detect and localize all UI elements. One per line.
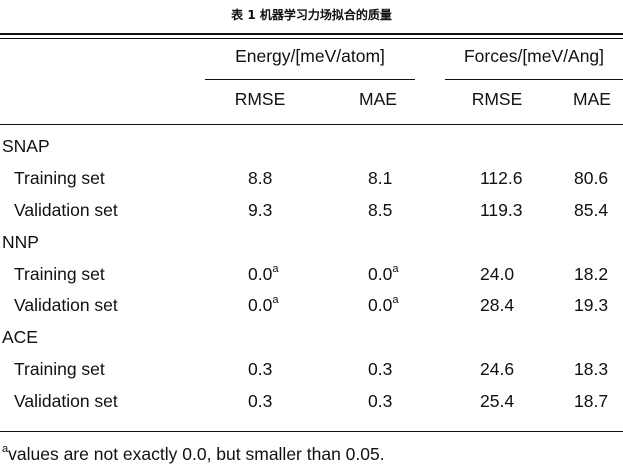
cell-forces-rmse: 24.0 — [480, 264, 515, 284]
row-label: Training set — [14, 168, 105, 188]
cell-forces-rmse: 24.6 — [480, 359, 515, 379]
cell-forces-rmse: 112.6 — [480, 168, 523, 188]
footnote-mark: a — [2, 443, 9, 456]
cell-energy-mae: 0.0a — [368, 263, 399, 284]
cell-forces-mae: 18.7 — [574, 391, 609, 411]
cell-energy-rmse: 0.3 — [248, 391, 273, 411]
cell-forces-mae: 85.4 — [574, 200, 609, 220]
row-label: Training set — [14, 264, 105, 284]
cell-energy-mae: 0.0a — [368, 294, 399, 315]
table-caption: 表 1 机器学习力场拟合的质量 — [231, 8, 392, 22]
top-rule-thick — [0, 33, 623, 35]
row-label: Validation set — [14, 200, 118, 220]
group-label-ace: ACE — [2, 327, 38, 347]
footnote-text: values are not exactly 0.0, but smaller … — [8, 444, 385, 464]
cell-energy-rmse: 8.8 — [248, 168, 273, 188]
cell-forces-rmse: 25.4 — [480, 391, 515, 411]
forces-group-header: Forces/[meV/Ang] — [463, 46, 605, 66]
cell-forces-rmse: 28.4 — [480, 295, 515, 315]
cell-energy-mae: 8.1 — [368, 168, 393, 188]
cell-forces-mae: 18.3 — [574, 359, 609, 379]
cell-forces-mae: 18.2 — [574, 264, 609, 284]
table-footnote: avalues are not exactly 0.0, but smaller… — [2, 443, 385, 465]
forces-group-underline — [445, 79, 623, 80]
row-label: Training set — [14, 359, 105, 379]
cell-energy-rmse: 0.0a — [248, 263, 279, 284]
cell-energy-mae: 0.3 — [368, 391, 393, 411]
energy-group-underline — [205, 79, 415, 80]
energy-rmse-header: RMSE — [234, 89, 286, 109]
cell-energy-rmse: 9.3 — [248, 200, 273, 220]
cell-energy-rmse: 0.0a — [248, 294, 279, 315]
energy-group-header: Energy/[meV/atom] — [235, 46, 385, 66]
row-label: Validation set — [14, 295, 118, 315]
cell-forces-mae: 80.6 — [574, 168, 609, 188]
energy-mae-header: MAE — [359, 89, 397, 109]
footnote-mark: a — [392, 294, 399, 307]
footnote-mark: a — [392, 263, 399, 276]
cell-forces-rmse: 119.3 — [480, 200, 523, 220]
footnote-mark: a — [272, 263, 279, 276]
forces-rmse-header: RMSE — [471, 89, 523, 109]
group-label-nnp: NNP — [2, 232, 39, 252]
table-bottom-rule — [0, 431, 623, 432]
top-rule-thin — [0, 38, 623, 39]
cell-energy-mae: 0.3 — [368, 359, 393, 379]
row-label: Validation set — [14, 391, 118, 411]
forces-mae-header: MAE — [573, 89, 611, 109]
cell-energy-rmse: 0.3 — [248, 359, 273, 379]
header-bottom-rule — [0, 124, 623, 125]
footnote-mark: a — [272, 294, 279, 307]
group-label-snap: SNAP — [2, 136, 50, 156]
cell-forces-mae: 19.3 — [574, 295, 609, 315]
cell-energy-mae: 8.5 — [368, 200, 393, 220]
